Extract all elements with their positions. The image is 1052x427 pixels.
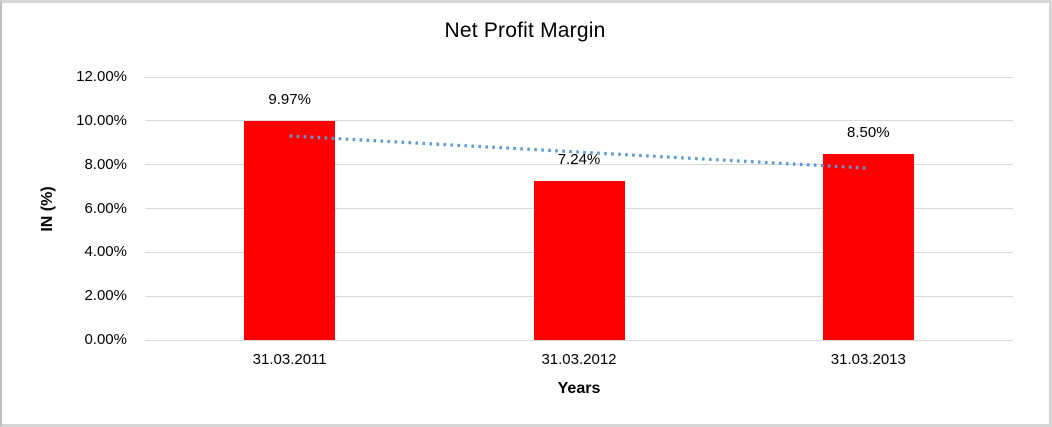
y-axis-title: IN (%) [39, 186, 56, 232]
bar-value-label: 8.50% [847, 123, 890, 141]
x-axis-title: Years [557, 380, 601, 397]
gridline [145, 120, 1013, 122]
gridline [145, 339, 1013, 341]
y-tick-label: 0.00% [84, 331, 127, 348]
bar-value-label: 9.97% [268, 91, 311, 109]
x-tick-label: 31.03.2012 [541, 351, 617, 368]
bar [533, 181, 625, 340]
x-tick-label: 31.03.2013 [830, 351, 906, 368]
x-tick-label: 31.03.2011 [252, 351, 327, 368]
y-tick-label: 2.00% [84, 287, 127, 305]
y-tick-label: 8.00% [84, 155, 127, 173]
y-tick-label: 4.00% [84, 243, 127, 261]
y-tick-label: 6.00% [84, 199, 127, 217]
bar [244, 121, 336, 340]
gridline [145, 76, 1013, 78]
bar-value-label: 7.24% [557, 151, 601, 169]
y-tick-label: 10.00% [76, 111, 127, 129]
bar [822, 153, 914, 340]
y-tick-label: 12.00% [76, 68, 127, 85]
chart-title: Net Profit Margin [444, 19, 606, 42]
